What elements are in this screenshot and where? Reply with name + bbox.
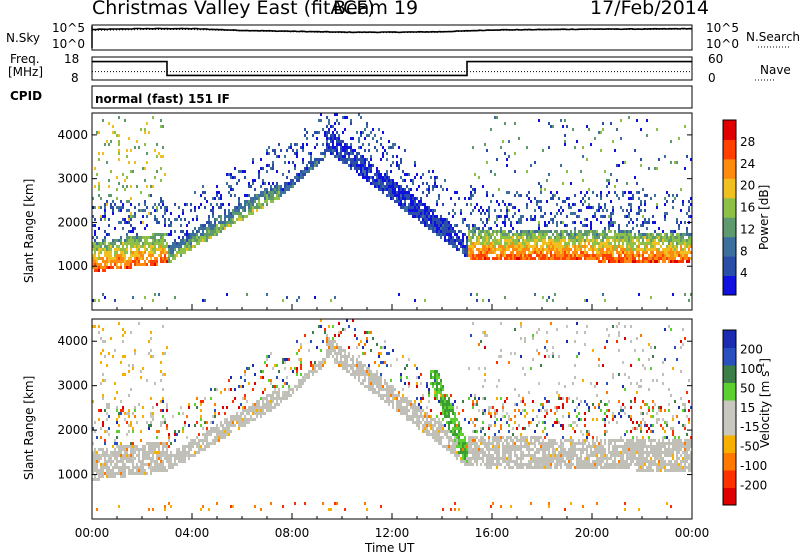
power-colorbar-tick: 16 <box>740 201 755 215</box>
power-colorbar-swatch <box>723 139 736 159</box>
velocity-colorbar-tick: -200 <box>740 479 767 493</box>
velocity-colorbar-swatch <box>723 330 736 348</box>
power-colorbar-tick: 4 <box>740 266 748 280</box>
x-tick-label: 12:00 <box>375 526 410 540</box>
power-colorbar-swatch <box>723 256 736 276</box>
y-tick-label: 1000 <box>57 468 88 482</box>
power-colorbar-swatch <box>723 217 736 237</box>
y-tick-label: 2000 <box>57 423 88 437</box>
power-colorbar-tick: 20 <box>740 179 755 193</box>
velocity-colorbar-tick: 50 <box>740 381 755 395</box>
velocity-ylabel: Slant Range [km] <box>22 376 36 480</box>
velocity-colorbar-swatch <box>723 470 736 488</box>
y-tick-label: 2000 <box>57 215 88 229</box>
velocity-colorbar-swatch <box>723 348 736 366</box>
y-tick-label: 3000 <box>57 379 88 393</box>
velocity-colorbar-swatch <box>723 400 736 418</box>
y-tick-label: 1000 <box>57 259 88 273</box>
x-tick-label: 08:00 <box>275 526 310 540</box>
x-tick-label: 16:00 <box>475 526 510 540</box>
power-ylabel: Slant Range [km] <box>22 179 36 283</box>
velocity-colorbar-tick: 200 <box>740 342 763 356</box>
power-colorbar-swatch <box>723 159 736 179</box>
power-colorbar-tick: 24 <box>740 157 755 171</box>
x-tick-label: 20:00 <box>575 526 610 540</box>
power-colorbar-swatch <box>723 178 736 198</box>
power-colorbar-tick: 12 <box>740 222 755 236</box>
velocity-colorbar-tick: 15 <box>740 401 755 415</box>
power-colorbar-swatch <box>723 276 736 296</box>
x-tick-label: 00:00 <box>675 526 710 540</box>
cpid-panel-frame <box>92 86 692 108</box>
power-heatmap-cells <box>92 113 692 302</box>
velocity-colorbar-swatch <box>723 365 736 383</box>
power-colorbar-swatch <box>723 120 736 140</box>
power-colorbar-swatch <box>723 198 736 218</box>
xaxis-label: Time UT <box>365 541 414 555</box>
velocity-colorbar-swatch <box>723 383 736 401</box>
power-colorbar-tick: 28 <box>740 135 755 149</box>
y-tick-label: 4000 <box>57 128 88 142</box>
power-colorbar-swatch <box>723 237 736 257</box>
power-colorbar-title: Power [dB] <box>757 185 771 250</box>
x-tick-label: 04:00 <box>175 526 210 540</box>
velocity-colorbar-swatch <box>723 435 736 453</box>
velocity-colorbar-swatch <box>723 453 736 471</box>
velocity-colorbar-swatch <box>723 488 736 506</box>
velocity-colorbar-tick: -100 <box>740 459 767 473</box>
velocity-colorbar-swatch <box>723 418 736 436</box>
velocity-colorbar-title: Velocity [m s-1] <box>757 358 772 448</box>
x-tick-label: 00:00 <box>75 526 110 540</box>
velocity-heatmap-cells <box>92 319 692 511</box>
y-tick-label: 3000 <box>57 172 88 186</box>
power-colorbar-tick: 8 <box>740 244 748 258</box>
freq-line <box>92 62 692 76</box>
freq-panel-frame <box>92 57 692 80</box>
y-tick-label: 4000 <box>57 334 88 348</box>
